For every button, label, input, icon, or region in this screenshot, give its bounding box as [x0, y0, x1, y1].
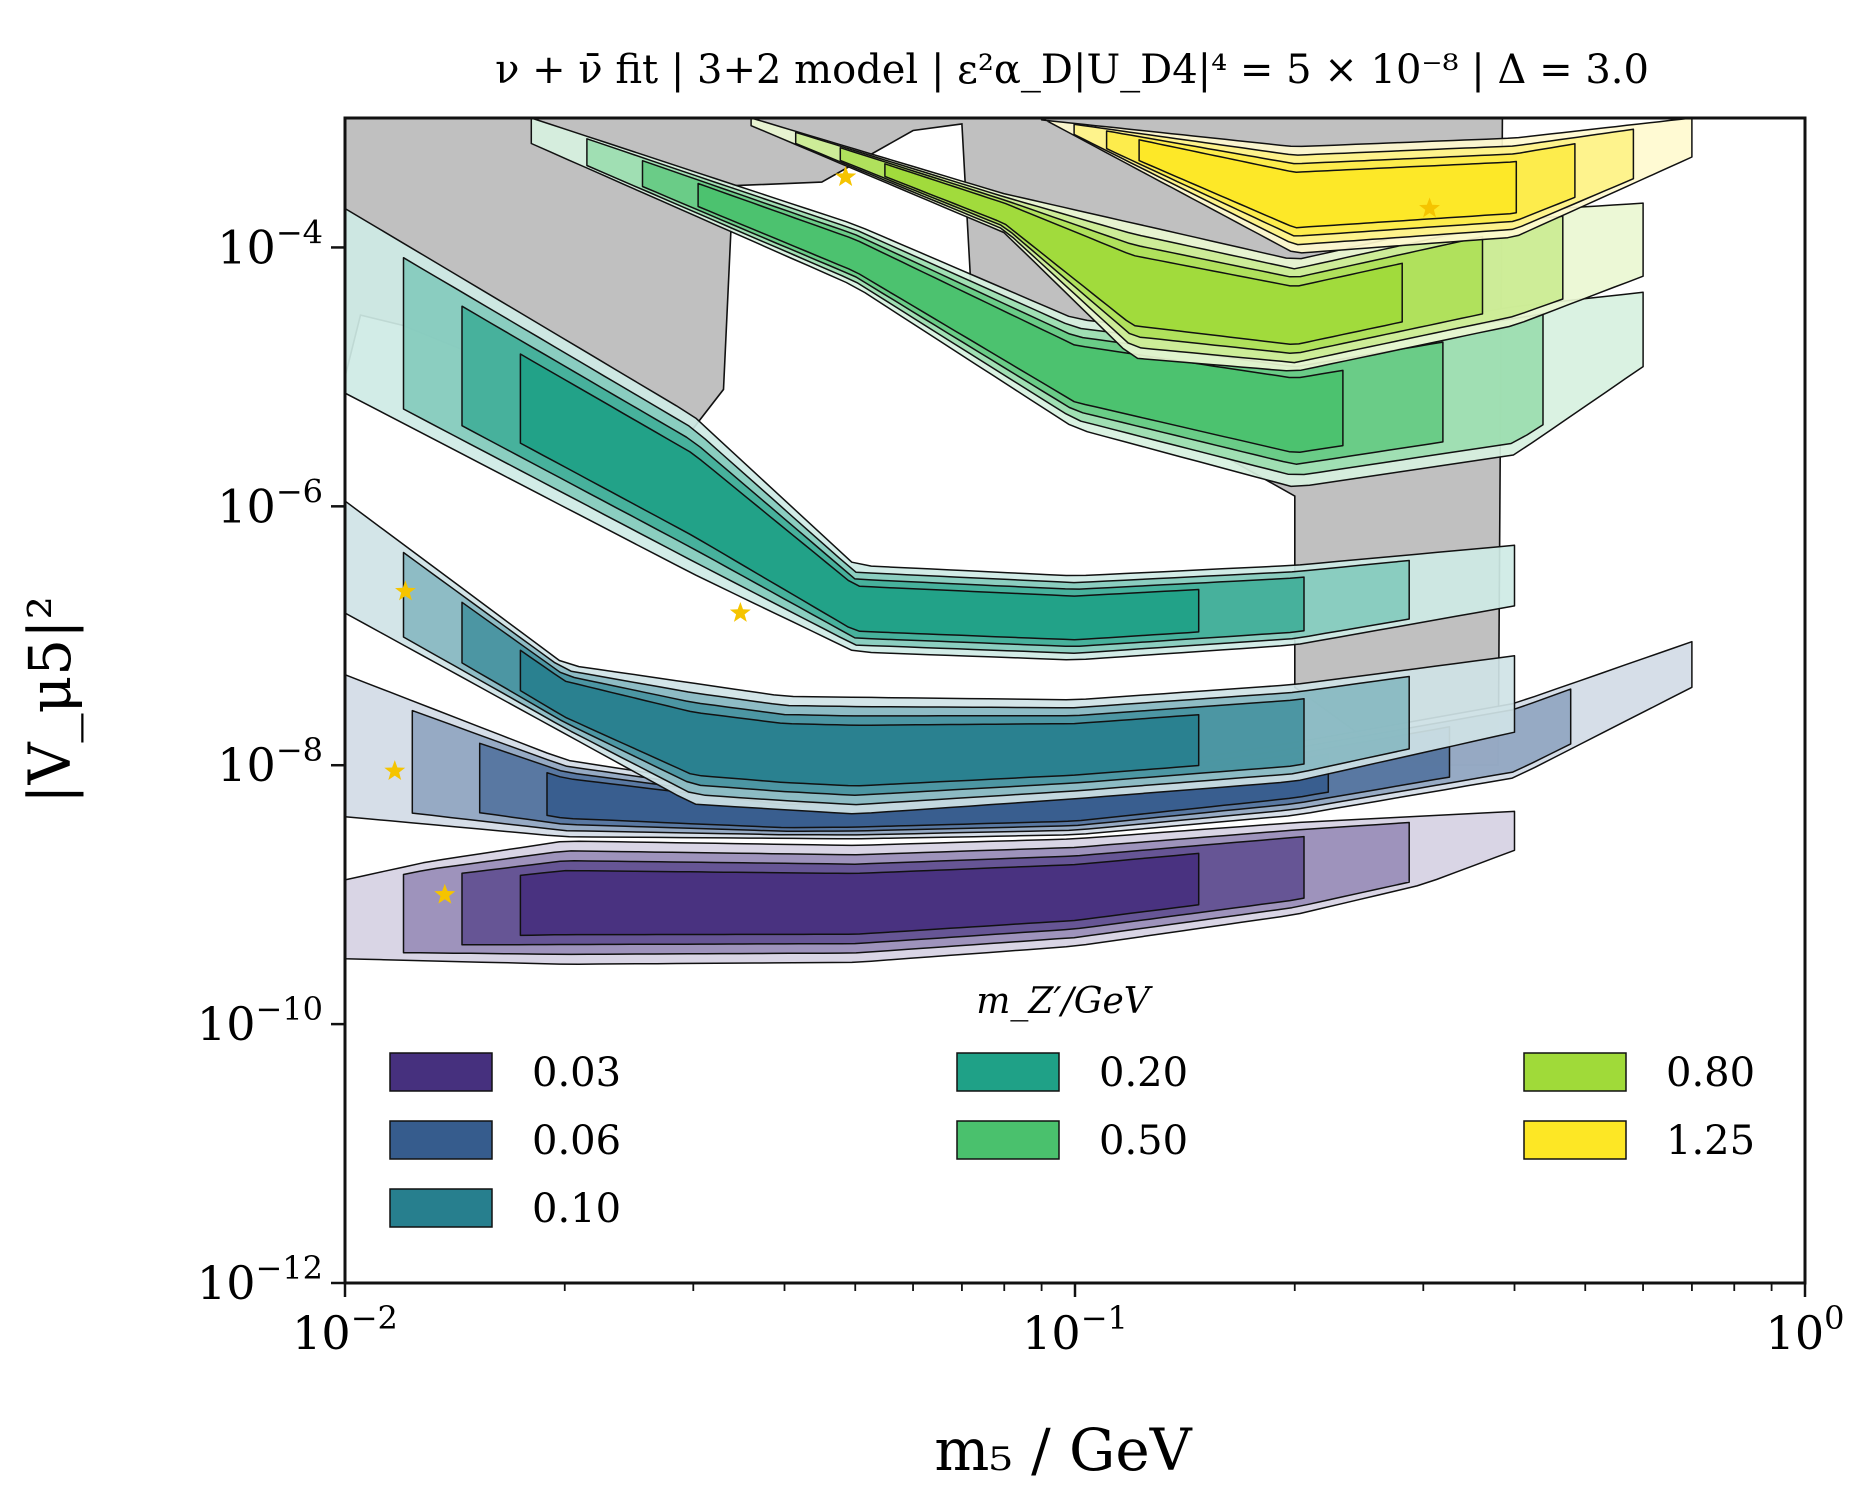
y-tick-label: 10−6: [217, 472, 323, 533]
legend-item-0.50: 0.50: [956, 1118, 1188, 1164]
legend-swatch: [956, 1052, 1060, 1092]
y-tick-label: 10−4: [217, 213, 323, 274]
contour-series-1.25: [1040, 118, 1693, 254]
legend-swatch: [389, 1188, 493, 1228]
legend-item-0.03: 0.03: [389, 1050, 621, 1096]
x-tick-label: 10−1: [1022, 1299, 1128, 1360]
y-axis-label: |V_μ5|²: [16, 596, 84, 804]
x-tick-label: 10−2: [292, 1299, 398, 1360]
contour-series-0.80: [750, 118, 1644, 372]
best-fit-star: [434, 883, 456, 904]
y-tick-label: 10−10: [197, 990, 323, 1051]
legend-label: 0.20: [1099, 1050, 1188, 1096]
legend-swatch: [389, 1120, 493, 1160]
best-fit-star: [395, 580, 416, 601]
contour-level-4: [519, 353, 1200, 641]
legend-label: 0.06: [532, 1118, 621, 1164]
best-fit-star: [729, 602, 751, 622]
contour-series-0.50: [530, 118, 1644, 488]
contour-level-4: [519, 649, 1200, 787]
best-fit-star: [384, 760, 406, 780]
legend-swatch: [956, 1120, 1060, 1160]
x-axis-label: m₅ / GeV: [934, 1416, 1192, 1484]
legend-label: 0.03: [532, 1050, 621, 1096]
y-tick-label: 10−8: [217, 731, 323, 792]
legend-swatch: [1523, 1120, 1627, 1160]
contour-series-0.20: [345, 207, 1516, 661]
contour-series-0.03: [345, 810, 1516, 965]
y-tick-label: 10−12: [197, 1249, 323, 1310]
legend-item-0.80: 0.80: [1523, 1050, 1755, 1096]
legend-label: 0.50: [1099, 1118, 1188, 1164]
legend-label: 0.10: [532, 1186, 621, 1232]
legend: 0.03 0.06 0.10 0.20 0.50 0.80 1.25: [389, 1050, 1755, 1232]
contour-level-4: [884, 163, 1403, 345]
contour-series-0.10: [345, 500, 1516, 815]
plot-content: [345, 118, 1693, 965]
legend-item-0.20: 0.20: [956, 1050, 1188, 1096]
legend-label: 1.25: [1666, 1118, 1755, 1164]
legend-item-0.06: 0.06: [389, 1118, 621, 1164]
legend-title: m_Z′/GeV: [976, 981, 1154, 1022]
legend-item-1.25: 1.25: [1523, 1118, 1755, 1164]
best-fit-star: [1419, 197, 1440, 218]
legend-item-0.10: 0.10: [389, 1186, 621, 1232]
best-fit-star: [835, 166, 857, 186]
contour-level-4: [697, 182, 1344, 453]
legend-label: 0.80: [1666, 1050, 1755, 1096]
legend-swatch: [1523, 1052, 1627, 1092]
legend-swatch: [389, 1052, 493, 1092]
axis-ticks: 10−2 10−1 100 10−12 10−10 10−8 10−6 10−4: [197, 213, 1845, 1360]
contour-level-4: [519, 852, 1200, 937]
chart-title: ν + ν̄ fit | 3+2 model | ε²α_D|U_D4|⁴ = …: [495, 47, 1649, 93]
x-tick-label: 100: [1766, 1299, 1845, 1360]
